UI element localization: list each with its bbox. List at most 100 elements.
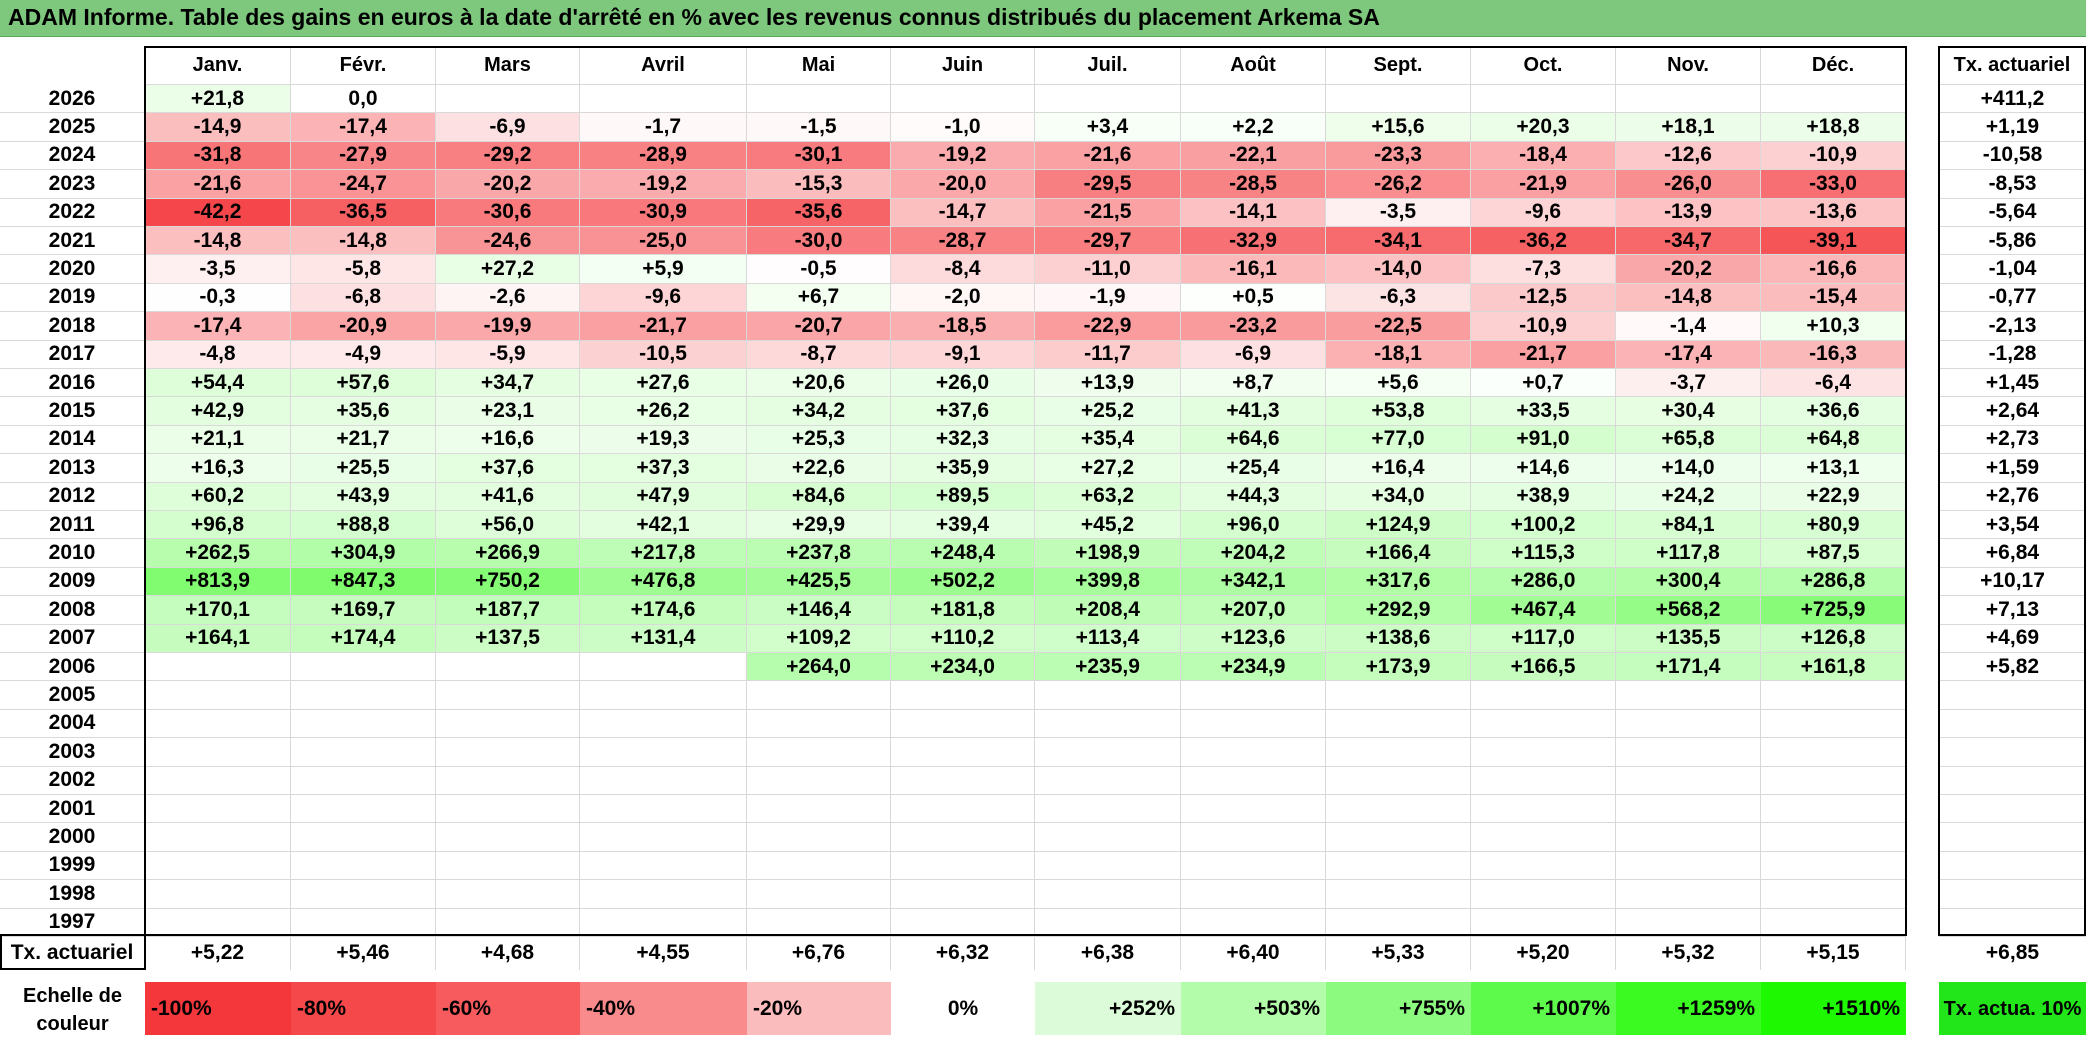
table-cell [436, 908, 580, 937]
table-cell: +88,8 [291, 511, 436, 540]
table-cell: +124,9 [1326, 511, 1471, 540]
table-cell: -2,0 [891, 283, 1035, 313]
footer-value: +6,38 [1035, 936, 1181, 970]
table-cell: +399,8 [1035, 567, 1181, 597]
table-cell: +266,9 [436, 539, 580, 568]
legend-swatch: -20% [747, 982, 891, 1035]
table-cell: -28,7 [891, 227, 1035, 256]
table-cell: -10,5 [580, 340, 747, 369]
table-cell: -19,2 [580, 170, 747, 199]
table-cell: -29,2 [436, 141, 580, 171]
table-cell [145, 681, 291, 710]
table-cell [291, 653, 436, 682]
table-cell: +171,4 [1616, 653, 1761, 682]
table-cell: +38,9 [1471, 482, 1616, 511]
table-cell: +21,7 [291, 425, 436, 455]
legend-swatch: +1510% [1761, 982, 1906, 1035]
table-cell [1616, 681, 1761, 710]
table-cell [1471, 681, 1616, 710]
table-cell: -21,5 [1035, 198, 1181, 227]
rate-cell [1939, 738, 2086, 767]
table-cell: -27,9 [291, 141, 436, 171]
table-cell: +13,1 [1761, 454, 1906, 483]
table-cell: +725,9 [1761, 596, 1906, 625]
table-cell [747, 908, 891, 937]
table-cell [145, 880, 291, 909]
table-cell: -22,5 [1326, 312, 1471, 341]
table-cell: +35,4 [1035, 425, 1181, 455]
column-header: Sept. [1326, 47, 1471, 85]
table-cell: +84,1 [1616, 511, 1761, 540]
table-cell: +21,8 [145, 85, 291, 114]
table-cell: -4,9 [291, 340, 436, 369]
table-cell: -25,0 [580, 227, 747, 256]
table-cell: -9,6 [580, 283, 747, 313]
table-cell: +15,6 [1326, 113, 1471, 142]
table-cell [747, 738, 891, 767]
table-cell [436, 738, 580, 767]
table-cell: -21,6 [145, 170, 291, 199]
year-label: 2026 [0, 85, 144, 114]
year-label: 2017 [0, 341, 144, 369]
legend-swatch: +755% [1326, 982, 1471, 1035]
table-cell [1616, 851, 1761, 881]
table-cell: +37,6 [436, 454, 580, 483]
table-cell: +26,0 [891, 369, 1035, 398]
table-cell: +100,2 [1471, 511, 1616, 540]
legend-rate-swatch: Tx. actua. 10% [1939, 982, 2086, 1035]
table-cell [1471, 795, 1616, 824]
legend-swatch: -40% [580, 982, 747, 1035]
table-cell: +207,0 [1181, 596, 1326, 625]
table-cell: +174,4 [291, 624, 436, 653]
table-cell: -11,0 [1035, 255, 1181, 284]
table-cell: +87,5 [1761, 539, 1906, 568]
table-cell: -12,5 [1471, 283, 1616, 313]
table-cell: +813,9 [145, 567, 291, 597]
table-cell [1616, 85, 1761, 114]
table-cell: -16,3 [1761, 340, 1906, 369]
table-cell [1035, 738, 1181, 767]
table-cell: -29,7 [1035, 227, 1181, 256]
table-cell: +64,8 [1761, 425, 1906, 455]
table-cell [1761, 851, 1906, 881]
table-cell: +16,3 [145, 454, 291, 483]
table-cell [291, 709, 436, 739]
table-cell [1761, 766, 1906, 795]
table-cell: +174,6 [580, 596, 747, 625]
rate-cell: +5,82 [1939, 653, 2086, 682]
table-cell [580, 795, 747, 824]
table-cell: -14,8 [145, 227, 291, 256]
table-cell: +80,9 [1761, 511, 1906, 540]
footer-value: +5,46 [291, 936, 436, 970]
rate-cell: +1,59 [1939, 454, 2086, 483]
table-cell: -11,7 [1035, 340, 1181, 369]
table-cell: +204,2 [1181, 539, 1326, 568]
table-cell: -5,9 [436, 340, 580, 369]
table-cell [1761, 908, 1906, 937]
table-cell: +16,6 [436, 425, 580, 455]
table-cell: +131,4 [580, 624, 747, 653]
table-cell: +286,8 [1761, 567, 1906, 597]
table-cell [747, 766, 891, 795]
table-cell [580, 908, 747, 937]
table-cell [436, 85, 580, 114]
table-cell [580, 851, 747, 881]
year-label: 2018 [0, 312, 144, 341]
rate-cell: +2,73 [1939, 426, 2086, 455]
table-cell: -34,1 [1326, 227, 1471, 256]
table-cell [891, 795, 1035, 824]
table-cell: -1,5 [747, 113, 891, 142]
column-header: Déc. [1761, 47, 1906, 85]
table-cell [436, 681, 580, 710]
table-cell: +19,3 [580, 425, 747, 455]
rate-cell [1939, 767, 2086, 795]
table-cell: +135,5 [1616, 624, 1761, 653]
table-cell [436, 766, 580, 795]
table-cell [291, 766, 436, 795]
table-cell: +35,9 [891, 454, 1035, 483]
year-label: 2010 [0, 539, 144, 568]
table-cell [291, 851, 436, 881]
table-cell: +39,4 [891, 511, 1035, 540]
table-cell [291, 908, 436, 937]
rate-cell [1939, 852, 2086, 881]
